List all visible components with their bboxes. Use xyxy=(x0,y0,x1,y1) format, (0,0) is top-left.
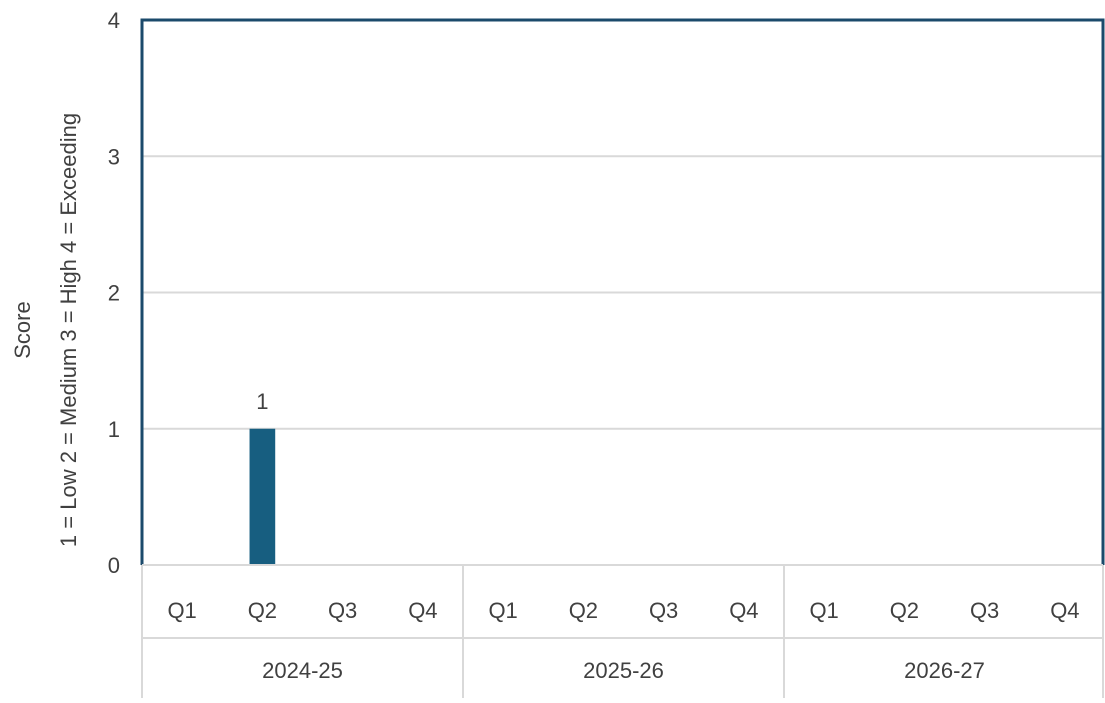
y-axis-label-line: 1 = Low 2 = Medium 3 = High 4 = Exceedin… xyxy=(56,113,81,547)
data-labels: 1 xyxy=(256,389,268,414)
gridlines xyxy=(142,155,1103,430)
data-label: 1 xyxy=(256,389,268,414)
x-axis: Q1 Q2 Q3 Q4 2024-25 Q1 Q2 Q3 Q4 2025-26 Q1 Q2 Q3 Q4 20… xyxy=(141,564,1104,698)
x-tick-label: Q1 xyxy=(488,598,517,623)
x-tick-label: Q2 xyxy=(569,598,598,623)
y-tick-label: 1 xyxy=(108,417,120,442)
y-axis-label-line: Score xyxy=(10,301,35,358)
x-tick-label: Q4 xyxy=(408,598,437,623)
x-tick-label: Q1 xyxy=(809,598,838,623)
bar xyxy=(249,428,276,565)
y-axis-label: Score 1 = Low 2 = Medium 3 = High 4 = Exc… xyxy=(10,113,81,547)
x-tick-label: Q2 xyxy=(248,598,277,623)
x-tick-label: Q3 xyxy=(970,598,999,623)
y-tick-label: 0 xyxy=(108,553,120,578)
plot-frame xyxy=(140,18,1105,565)
bars xyxy=(249,428,276,565)
x-tick-label: Q3 xyxy=(649,598,678,623)
x-tick-label: Q2 xyxy=(890,598,919,623)
y-tick-label: 4 xyxy=(108,8,120,33)
x-group-label: 2026-27 xyxy=(904,658,985,683)
y-tick-labels: 0 1 2 3 4 xyxy=(108,8,120,578)
x-tick-label: Q3 xyxy=(328,598,357,623)
plot-border xyxy=(140,18,1105,565)
x-tick-label: Q4 xyxy=(729,598,758,623)
x-group-label: 2024-25 xyxy=(262,658,343,683)
y-tick-label: 2 xyxy=(108,281,120,306)
x-tick-label: Q4 xyxy=(1050,598,1079,623)
x-tick-label: Q1 xyxy=(167,598,196,623)
x-group-label: 2025-26 xyxy=(583,658,664,683)
y-tick-label: 3 xyxy=(108,144,120,169)
